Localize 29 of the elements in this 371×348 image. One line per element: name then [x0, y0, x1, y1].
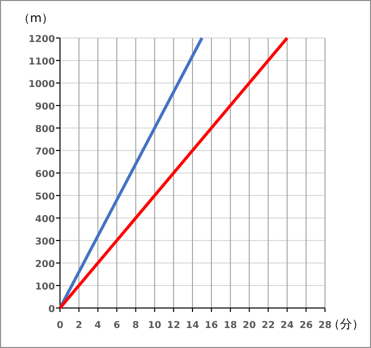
y-tick-label: 500	[35, 192, 56, 202]
y-tick-label: 300	[35, 236, 56, 248]
x-tick-label: 14	[186, 320, 200, 331]
y-tick-label: 400	[35, 214, 56, 225]
x-tick-label: 8	[132, 320, 140, 331]
y-tick-label: 0	[48, 304, 56, 315]
x-tick-label: 4	[94, 320, 102, 331]
x-tick-label: 20	[242, 320, 256, 331]
y-tick-label: 100	[35, 282, 56, 292]
y-tick-label: 200	[35, 259, 56, 270]
x-tick-label: 16	[204, 320, 218, 331]
y-tick-label: 1100	[28, 56, 56, 68]
x-tick-label: 22	[262, 320, 275, 331]
x-tick-label: 12	[166, 320, 180, 331]
x-tick-label: 2	[76, 320, 82, 331]
x-tick-label: 0	[56, 320, 64, 331]
x-tick-label: 10	[148, 320, 162, 331]
x-tick-label: 26	[299, 320, 314, 331]
y-axis-title: （m）	[18, 11, 54, 25]
y-tick-label: 800	[35, 124, 56, 135]
x-tick-label: 6	[113, 320, 120, 331]
y-tick-label: 1200	[28, 34, 56, 45]
x-tick-label: 24	[280, 320, 294, 331]
y-tick-label: 900	[35, 102, 56, 112]
y-tick-label: 1000	[28, 79, 56, 90]
x-tick-label: 28	[318, 320, 332, 331]
y-tick-label: 700	[35, 146, 56, 158]
y-tick-label: 600	[35, 169, 56, 180]
x-tick-label: 18	[224, 320, 238, 331]
